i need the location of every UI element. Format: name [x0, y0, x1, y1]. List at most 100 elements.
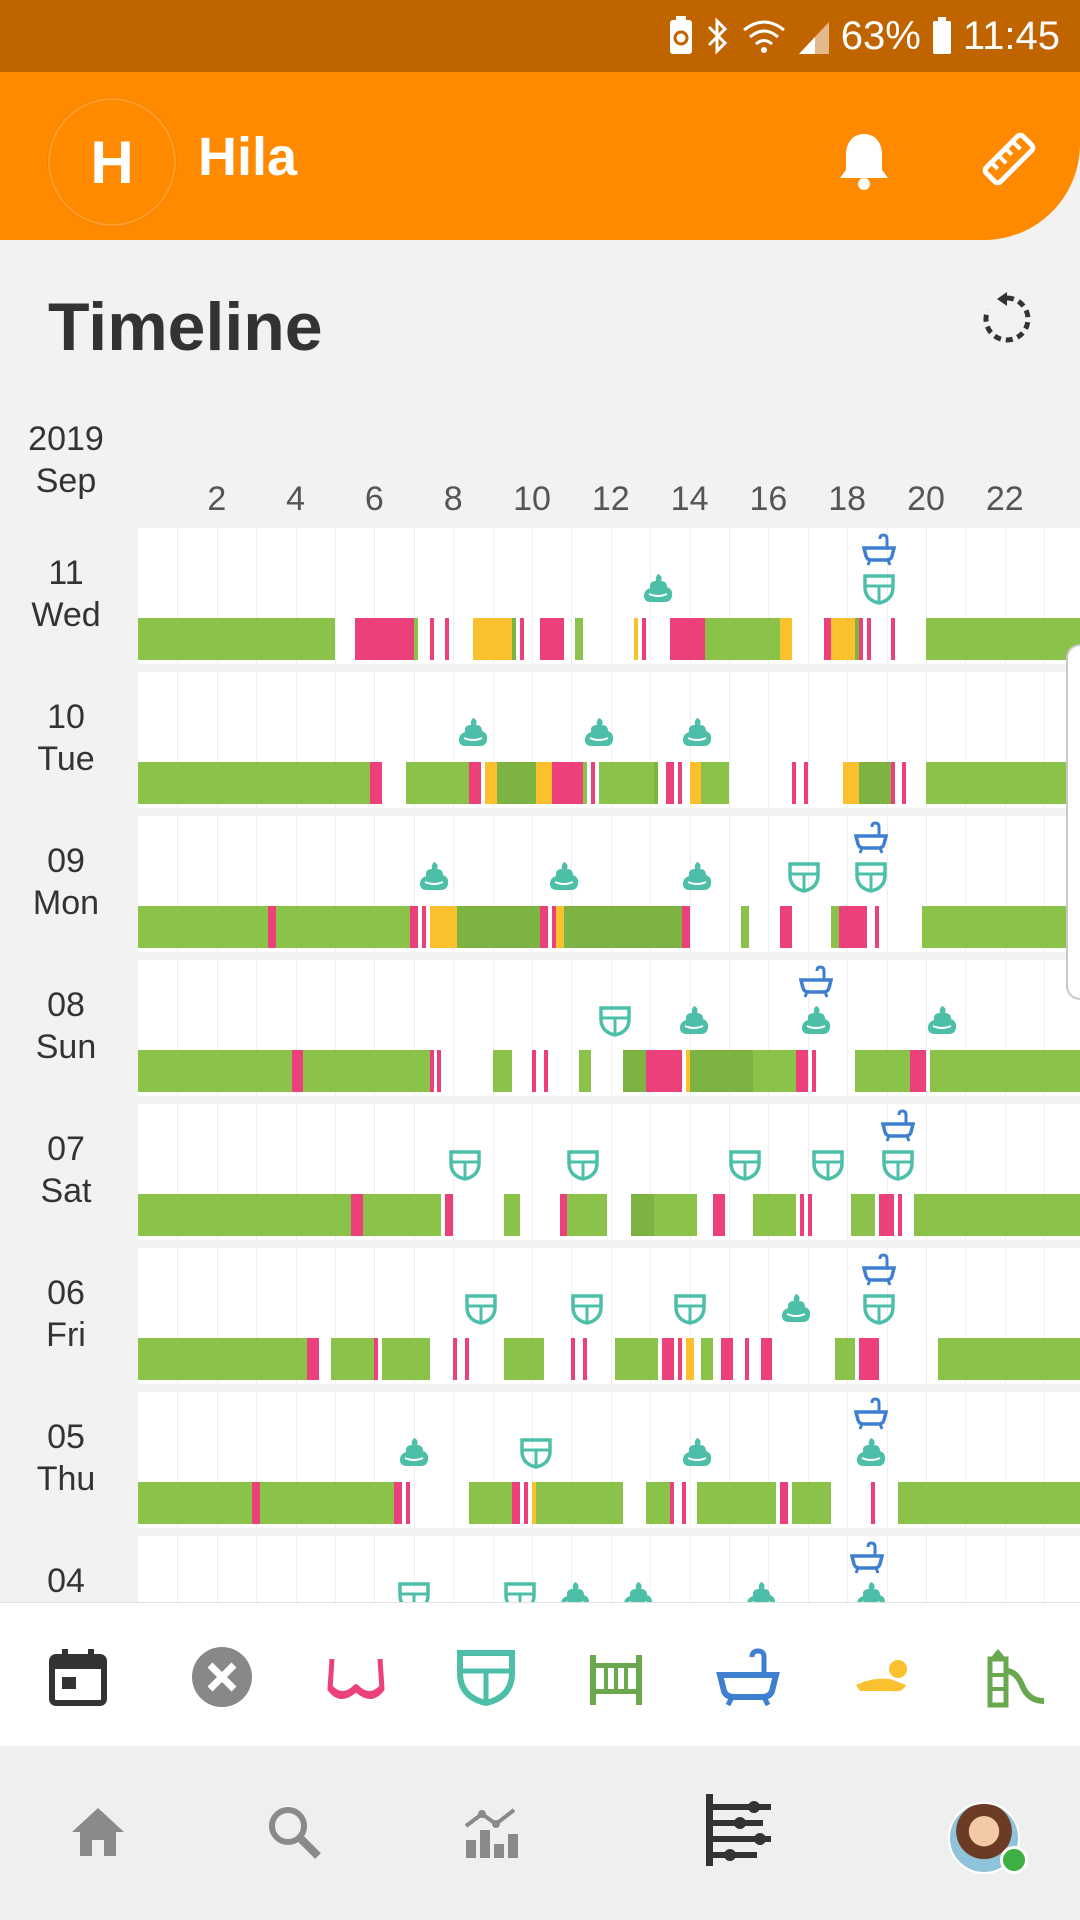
poop-icon[interactable]: [744, 1580, 778, 1602]
timeline-icon[interactable]: [700, 1792, 776, 1868]
deep-segment[interactable]: [630, 1194, 655, 1236]
feed-segment[interactable]: [886, 1194, 895, 1236]
sleep-segment[interactable]: [705, 618, 781, 660]
sleep-segment[interactable]: [138, 1194, 351, 1236]
diaper-icon[interactable]: [503, 1580, 537, 1602]
sleep-segment[interactable]: [835, 1338, 856, 1380]
feed-segment[interactable]: [524, 1482, 529, 1524]
feed-segment[interactable]: [429, 618, 434, 660]
feed-segment[interactable]: [642, 618, 647, 660]
day-row[interactable]: [138, 1104, 1080, 1240]
feed-segment[interactable]: [811, 1050, 816, 1092]
sleep-segment[interactable]: [138, 618, 335, 660]
feed-segment[interactable]: [591, 762, 596, 804]
poop-icon[interactable]: [854, 1580, 888, 1602]
diaper-icon[interactable]: [566, 1148, 600, 1182]
feed-segment[interactable]: [543, 1050, 548, 1092]
sleep-segment[interactable]: [929, 1050, 1080, 1092]
feed-segment[interactable]: [468, 762, 481, 804]
feed-segment[interactable]: [799, 1194, 804, 1236]
sleep-segment[interactable]: [922, 906, 1080, 948]
feed-segment[interactable]: [803, 762, 808, 804]
sleep-segment[interactable]: [362, 1194, 442, 1236]
sleep-segment[interactable]: [614, 1338, 659, 1380]
bell-icon[interactable]: [836, 130, 892, 192]
feed-segment[interactable]: [669, 618, 706, 660]
sleep-segment[interactable]: [654, 1194, 698, 1236]
sleep-segment[interactable]: [260, 1482, 395, 1524]
tummy-time-icon[interactable]: [852, 1645, 916, 1709]
feed-segment[interactable]: [571, 1338, 576, 1380]
deep-segment[interactable]: [563, 906, 682, 948]
sleep-segment[interactable]: [138, 906, 269, 948]
feed-segment[interactable]: [847, 906, 859, 948]
sleep-segment[interactable]: [504, 1338, 544, 1380]
sleep-segment[interactable]: [831, 906, 840, 948]
poop-icon[interactable]: [558, 1580, 592, 1602]
feed-segment[interactable]: [421, 906, 426, 948]
home-icon[interactable]: [66, 1800, 130, 1864]
sleep-segment[interactable]: [468, 1482, 513, 1524]
deep-segment[interactable]: [512, 618, 517, 660]
feed-segment[interactable]: [539, 906, 548, 948]
calendar-icon[interactable]: [46, 1645, 110, 1709]
poop-icon[interactable]: [677, 1004, 711, 1038]
sleep-segment[interactable]: [583, 762, 588, 804]
sleep-segment[interactable]: [752, 1194, 796, 1236]
diaper-icon[interactable]: [519, 1436, 553, 1470]
feed-segment[interactable]: [665, 762, 674, 804]
diaper-icon[interactable]: [881, 1148, 915, 1182]
day-row[interactable]: [138, 960, 1080, 1096]
feed-segment[interactable]: [370, 762, 379, 804]
poop-icon[interactable]: [547, 860, 581, 894]
diaper-icon[interactable]: [862, 1292, 896, 1326]
feed-segment[interactable]: [539, 618, 564, 660]
feed-segment[interactable]: [354, 618, 414, 660]
feed-segment[interactable]: [465, 1338, 470, 1380]
feed-segment[interactable]: [859, 618, 864, 660]
sleep-segment[interactable]: [701, 762, 729, 804]
feed-segment[interactable]: [898, 1194, 903, 1236]
diaper-icon[interactable]: [787, 860, 821, 894]
scroll-handle[interactable]: [1066, 644, 1080, 1000]
deep-segment[interactable]: [622, 1050, 647, 1092]
feed-segment[interactable]: [374, 1338, 379, 1380]
deep-segment[interactable]: [855, 618, 860, 660]
sleep-segment[interactable]: [926, 762, 1080, 804]
feed-segment[interactable]: [453, 1338, 458, 1380]
sleep-segment[interactable]: [792, 1482, 832, 1524]
poop-icon[interactable]: [799, 1004, 833, 1038]
feed-segment[interactable]: [839, 906, 848, 948]
sleep-segment[interactable]: [851, 1194, 875, 1236]
deep-segment[interactable]: [457, 906, 540, 948]
diaper-icon[interactable]: [454, 1645, 518, 1709]
feed-segment[interactable]: [760, 1338, 773, 1380]
diaper-icon[interactable]: [728, 1148, 762, 1182]
feed-segment[interactable]: [870, 1338, 879, 1380]
nap-segment[interactable]: [831, 618, 856, 660]
sleep-segment[interactable]: [275, 906, 410, 948]
bra-icon[interactable]: [324, 1645, 388, 1709]
feed-segment[interactable]: [520, 618, 525, 660]
feed-segment[interactable]: [910, 1050, 919, 1092]
feed-segment[interactable]: [445, 1194, 454, 1236]
sleep-segment[interactable]: [413, 618, 418, 660]
bath-icon[interactable]: [881, 1108, 916, 1142]
feed-segment[interactable]: [551, 906, 556, 948]
bath-icon[interactable]: [849, 1540, 885, 1574]
nap-segment[interactable]: [685, 1050, 690, 1092]
feed-segment[interactable]: [890, 618, 895, 660]
poop-icon[interactable]: [925, 1004, 959, 1038]
feed-segment[interactable]: [677, 1338, 682, 1380]
feed-segment[interactable]: [866, 618, 871, 660]
feed-segment[interactable]: [902, 762, 907, 804]
poop-icon[interactable]: [680, 716, 714, 750]
sleep-segment[interactable]: [567, 1194, 607, 1236]
feed-segment[interactable]: [512, 1482, 521, 1524]
feed-segment[interactable]: [559, 1194, 568, 1236]
sleep-segment[interactable]: [331, 1338, 375, 1380]
poop-icon[interactable]: [680, 860, 714, 894]
sleep-segment[interactable]: [697, 1482, 777, 1524]
nap-segment[interactable]: [535, 762, 552, 804]
sleep-segment[interactable]: [914, 1194, 1080, 1236]
